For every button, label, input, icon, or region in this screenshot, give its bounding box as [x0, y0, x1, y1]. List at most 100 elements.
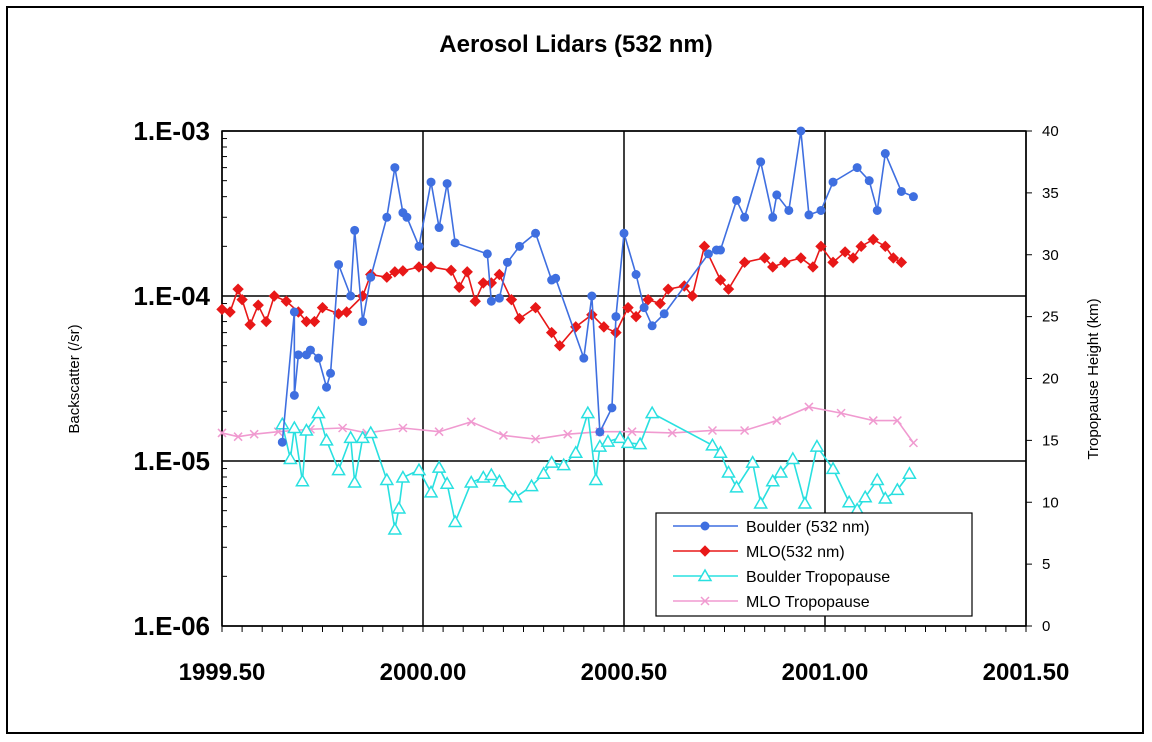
marker-stroke [531, 434, 541, 444]
data-point [363, 425, 379, 439]
data-point [620, 435, 636, 449]
marker-stroke [707, 425, 717, 436]
data-point [398, 423, 408, 433]
data-point [839, 246, 851, 258]
data-point [807, 261, 819, 273]
data-point [758, 252, 771, 264]
y-axis-label: Backscatter (/sr) [66, 324, 83, 433]
data-point [305, 345, 315, 355]
data-point [249, 429, 259, 439]
data-point [740, 212, 750, 222]
marker-stroke [908, 438, 918, 448]
data-point [890, 482, 905, 496]
y2-tick-label: 40 [1042, 123, 1059, 140]
data-point [809, 439, 825, 452]
data-point [466, 417, 476, 427]
data-point [630, 310, 642, 323]
series-boulder-tropopause [275, 405, 917, 535]
data-point [644, 405, 660, 419]
data-point [453, 281, 465, 293]
data-point [852, 163, 862, 173]
data-point [732, 195, 742, 205]
data-point [445, 264, 457, 277]
data-point [381, 271, 393, 283]
series-line [281, 130, 914, 443]
y-tick-label: 1.E-05 [133, 446, 210, 476]
y2-tick-label: 5 [1042, 556, 1050, 573]
data-point [469, 295, 481, 307]
data-point [536, 466, 551, 480]
marker-stroke [217, 428, 227, 438]
marker-stroke [249, 429, 259, 439]
data-point [295, 473, 310, 487]
y-tick-label: 1.E-04 [133, 281, 210, 311]
data-point [698, 240, 711, 253]
data-point [588, 472, 604, 486]
data-point [619, 228, 629, 238]
data-point [662, 283, 674, 295]
data-point [434, 427, 444, 437]
marker-stroke [868, 416, 878, 426]
data-point [366, 272, 376, 282]
data-point [836, 408, 846, 418]
legend-entry: Boulder (532 nm) [673, 519, 870, 536]
data-point [804, 210, 814, 220]
data-point [514, 241, 524, 251]
legend-label: Boulder (532 nm) [746, 519, 870, 536]
data-point [397, 265, 409, 277]
y2-axis-ticks: 0 5 10 15 20 25 30 35 40 [1026, 123, 1059, 635]
x-tick-label: 2001.00 [782, 659, 869, 686]
data-point [289, 390, 299, 400]
legend-label: MLO Tropopause [746, 594, 870, 611]
legend-label: Boulder Tropopause [746, 569, 890, 586]
data-point [598, 321, 610, 333]
data-point [492, 473, 507, 487]
data-point [338, 423, 348, 433]
data-point [343, 430, 358, 444]
y2-tick-label: 15 [1042, 432, 1059, 449]
data-point [647, 321, 657, 331]
data-point [447, 514, 463, 528]
marker-stroke [667, 428, 677, 438]
marker-stroke [836, 408, 846, 418]
data-point [494, 293, 504, 303]
data-point [745, 455, 760, 468]
data-point [439, 476, 455, 489]
data-point [768, 212, 778, 222]
data-point [482, 249, 492, 259]
legend-marker [700, 521, 710, 531]
data-point [825, 461, 841, 475]
data-point [425, 261, 437, 273]
data-point [316, 301, 329, 314]
data-point [880, 149, 890, 159]
data-point [395, 469, 411, 483]
data-point [892, 416, 902, 426]
data-point [431, 460, 447, 473]
data-point [289, 307, 299, 317]
data-point [379, 472, 395, 486]
data-point [217, 428, 227, 438]
data-point [331, 462, 346, 476]
marker-stroke [772, 416, 782, 426]
legend-entry: MLO(532 nm) [673, 544, 845, 561]
data-point [391, 500, 407, 514]
series-line [281, 411, 911, 530]
data-point [878, 491, 893, 504]
data-point [715, 245, 725, 255]
data-point [252, 299, 264, 311]
data-point [815, 240, 827, 253]
data-point [828, 177, 838, 187]
data-point [387, 521, 403, 535]
legend-entry: MLO Tropopause [673, 594, 870, 611]
data-point [233, 432, 243, 442]
data-point [382, 212, 392, 222]
data-point [868, 416, 878, 426]
data-point [729, 479, 744, 493]
marker-stroke [892, 416, 902, 426]
data-point [784, 205, 794, 215]
data-point [867, 233, 879, 246]
data-point [553, 339, 566, 352]
data-point [816, 205, 826, 215]
data-point [707, 425, 717, 436]
data-point [902, 466, 917, 480]
